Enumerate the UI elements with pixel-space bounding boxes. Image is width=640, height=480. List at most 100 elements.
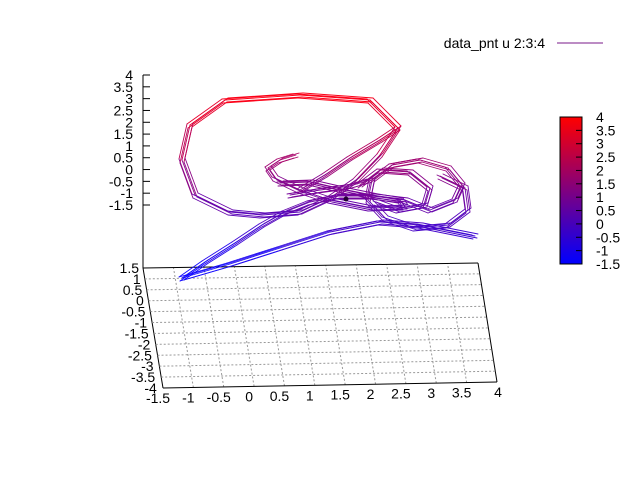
trajectory-segment [457,182,466,199]
trajectory-segment [382,125,402,154]
trajectory-segment [358,152,384,179]
trajectory-segment [229,211,263,216]
y-tick-labels: 1.510.50-0.5-1-1.5-2-2.5-3-3.5-4 [120,260,157,396]
trajectory-segment [282,152,300,159]
trajectory-segment [284,201,311,213]
floor-grid-line-x [264,266,285,386]
trajectory-segment [227,92,304,99]
trajectory-segment [302,92,374,99]
trajectory-segment [326,198,368,208]
trajectory-segment [327,155,354,174]
trajectory-segment [382,220,414,232]
trajectory-segment [382,167,414,171]
x-tick-label: 3.5 [452,385,472,401]
trajectory-segment [397,202,404,211]
trajectory-segment [371,194,398,200]
y-tick-label: -2 [138,336,151,352]
trajectory-segment [371,101,401,131]
trajectory-point [343,196,349,202]
trajectory-segment [414,224,449,229]
trajectory-segment [227,250,279,268]
colorbar-tick-label: 1.5 [596,176,616,192]
trajectory-segment [422,157,452,167]
trajectory-segment [452,234,474,240]
trajectory-segment [379,169,411,173]
trajectory-segment [297,192,329,204]
trajectory-segment [456,186,465,203]
trajectory-segment [365,182,371,204]
trajectory-segment [432,197,459,209]
floor-grid-line-x [386,264,407,384]
trajectory-segment [412,169,434,187]
z-tick-label: -0.5 [109,173,133,189]
trajectory-segment [296,173,323,190]
floor-grid [142,262,498,389]
trajectory-segment [332,177,360,197]
trajectory-segment [191,193,228,212]
trajectory-segment [326,220,378,232]
trajectory-segment [301,96,373,103]
trajectory-segment [321,156,348,175]
trajectory-segment [178,158,193,195]
trajectory-segment [287,192,319,199]
z-tick-label: 0 [125,162,133,178]
floor-grid-line-x [477,262,498,383]
trajectory-segment [331,201,373,211]
floor-grid-line-y [159,359,494,367]
trajectory-segment [372,198,399,204]
y-tick-label: -2.5 [128,347,152,363]
trajectory-segment [346,178,368,186]
floor-grid-line-y [142,262,479,269]
trajectory-segment [277,234,329,252]
trajectory-segment [372,204,409,207]
trajectory-segment [412,227,447,232]
colorbar-tick-label: 2.5 [596,149,616,165]
trajectory-segment [381,129,401,143]
trajectory-segment [381,129,401,158]
floor-grid-line-x [233,266,255,387]
trajectory-segment [411,223,446,228]
trajectory-segment [352,137,384,157]
trajectory-segment [183,161,198,198]
trajectory-segment [351,141,383,161]
trajectory-segment [184,261,234,277]
trajectory-segment [377,130,397,144]
trajectory-segment [184,122,194,159]
trajectory-segment [381,171,413,175]
trajectory-segment [436,174,463,188]
trajectory-segment [319,185,351,191]
trajectory-segment [349,179,371,187]
x-tick-label: -1 [182,389,195,405]
trajectory-segment [269,161,283,171]
floor-grid-line-y [152,316,487,324]
trajectory-segment [226,210,260,215]
trajectory-segment [367,102,397,132]
trajectory-segment [371,208,408,211]
trajectory-segment [229,247,281,265]
trajectory-segment [207,240,239,261]
colorbar-tick-label: -0.5 [596,229,620,245]
trajectory-segment [464,187,469,211]
trajectory-segment [271,176,298,190]
z-tick-label: 3 [125,91,133,107]
trajectory-segment [206,244,238,265]
trajectory-segment [281,200,308,212]
trajectory-segment [231,213,265,218]
trajectory-segment [191,101,228,128]
trajectory-segment [270,157,284,167]
trajectory-segment [449,211,471,228]
y-tick-label: 0.5 [123,282,143,298]
trajectory-segment [427,185,434,204]
trajectory-segment [437,178,464,192]
trajectory-segment [347,187,379,195]
x-tick-label: -0.5 [207,389,231,405]
trajectory-segment [232,245,284,263]
x-tick-label: 3 [427,385,435,401]
trajectory-segment [317,188,349,194]
trajectory-segment [467,185,472,209]
trajectory-segment [386,219,418,231]
trajectory-segment [347,142,379,162]
trajectory-segment [424,187,431,206]
z-tick-label: 4 [125,67,133,83]
trajectory-segment [269,169,278,181]
